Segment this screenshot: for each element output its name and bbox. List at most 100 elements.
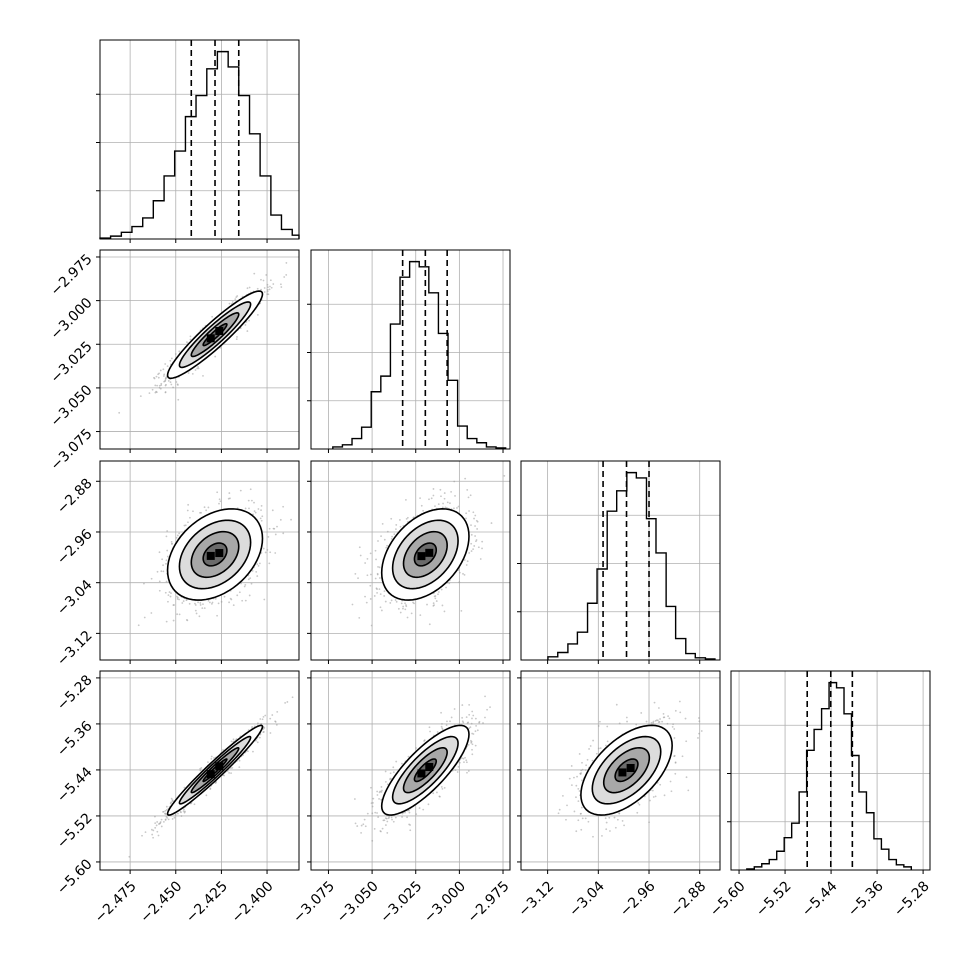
scatter-point <box>290 518 292 521</box>
scatter-point <box>148 392 151 394</box>
scatter-point <box>440 725 443 728</box>
scatter-point <box>172 386 175 389</box>
scatter-point <box>384 817 387 819</box>
scatter-point <box>679 711 682 714</box>
scatter-point <box>428 623 431 626</box>
scatter-point <box>471 753 474 756</box>
scatter-point <box>476 520 479 523</box>
scatter-point <box>570 765 573 767</box>
scatter-point <box>481 540 484 543</box>
scatter-point <box>398 519 401 521</box>
scatter-point <box>267 535 270 538</box>
scatter-point <box>467 770 470 772</box>
scatter-point <box>428 498 430 501</box>
scatter-point <box>674 709 677 712</box>
scatter-point <box>391 535 393 538</box>
scatter-point <box>163 375 165 377</box>
scatter-point <box>203 607 206 610</box>
y-tick-label: −3.075 <box>48 426 96 474</box>
scatter-point <box>570 784 573 787</box>
scatter-point <box>457 505 460 508</box>
scatter-point <box>453 507 455 510</box>
contour-line <box>166 290 264 380</box>
scatter-point <box>474 514 477 517</box>
scatter-point <box>442 502 444 505</box>
scatter-point <box>163 380 165 383</box>
scatter-point <box>202 603 204 606</box>
scatter-point <box>154 826 157 829</box>
scatter-point <box>238 766 241 769</box>
scatter-point <box>165 620 168 623</box>
scatter-point <box>674 772 677 775</box>
scatter-point <box>474 730 477 733</box>
scatter-point <box>232 738 235 741</box>
scatter-point <box>614 826 617 829</box>
scatter-point <box>358 546 361 549</box>
scatter-point <box>165 813 168 816</box>
scatter-point <box>383 538 386 541</box>
scatter-point <box>175 536 178 539</box>
density-core <box>618 763 635 777</box>
scatter-point <box>164 818 167 821</box>
scatter-point <box>386 820 389 823</box>
scatter-point <box>175 381 178 383</box>
scatter-point <box>164 363 167 365</box>
scatter-point <box>230 767 232 770</box>
x-tick-label: −5.44 <box>799 878 841 920</box>
density-fill <box>203 543 227 566</box>
scatter-point <box>659 718 661 720</box>
scatter-point <box>370 802 373 805</box>
scatter-point <box>470 542 473 545</box>
scatter-point <box>454 769 457 772</box>
scatter-point <box>380 791 383 793</box>
density-core-cell <box>206 551 215 560</box>
scatter-point <box>246 287 249 290</box>
scatter-point <box>210 757 213 760</box>
scatter-point <box>432 792 435 795</box>
scatter-point <box>366 574 369 577</box>
scatter-point <box>243 585 246 588</box>
scatter-point <box>162 810 164 813</box>
pair-content <box>351 474 506 627</box>
scatter-point <box>249 488 252 491</box>
scatter-point <box>223 595 226 598</box>
scatter-point <box>443 492 446 494</box>
contour-line <box>202 322 228 347</box>
scatter-point <box>235 338 238 341</box>
scatter-point <box>154 815 156 818</box>
scatter-point <box>162 570 165 573</box>
scatter-point <box>144 831 147 834</box>
scatter-point <box>188 602 191 605</box>
density-core-cell <box>618 768 627 777</box>
scatter-point <box>200 767 203 769</box>
scatter-point <box>258 562 261 565</box>
y-tick-label: −2.96 <box>54 526 96 568</box>
scatter-point <box>638 803 641 806</box>
scatter-point <box>197 366 199 368</box>
scatter-point <box>208 601 211 604</box>
scatter-point <box>466 560 469 563</box>
scatter-point <box>415 747 417 749</box>
scatter-point <box>450 490 452 493</box>
scatter-point <box>441 722 443 725</box>
scatter-point <box>576 775 578 778</box>
contour-line <box>402 530 448 579</box>
scatter-point <box>376 592 378 594</box>
pair-panel-1-3 <box>307 670 511 874</box>
scatter-point <box>561 794 564 797</box>
scatter-point <box>445 724 448 726</box>
scatter-point <box>490 522 493 524</box>
scatter-point <box>374 549 377 552</box>
y-tick-label: −3.050 <box>48 382 96 430</box>
y-tick-label: −3.12 <box>54 628 96 670</box>
scatter-point <box>170 383 173 386</box>
scatter-point <box>248 594 251 597</box>
scatter-point <box>185 618 188 621</box>
scatter-point <box>609 830 611 832</box>
scatter-point <box>255 739 257 742</box>
scatter-point <box>432 602 435 605</box>
scatter-point <box>271 509 274 512</box>
scatter-point <box>267 293 270 296</box>
scatter-point <box>165 562 167 565</box>
scatter-point <box>150 828 153 831</box>
